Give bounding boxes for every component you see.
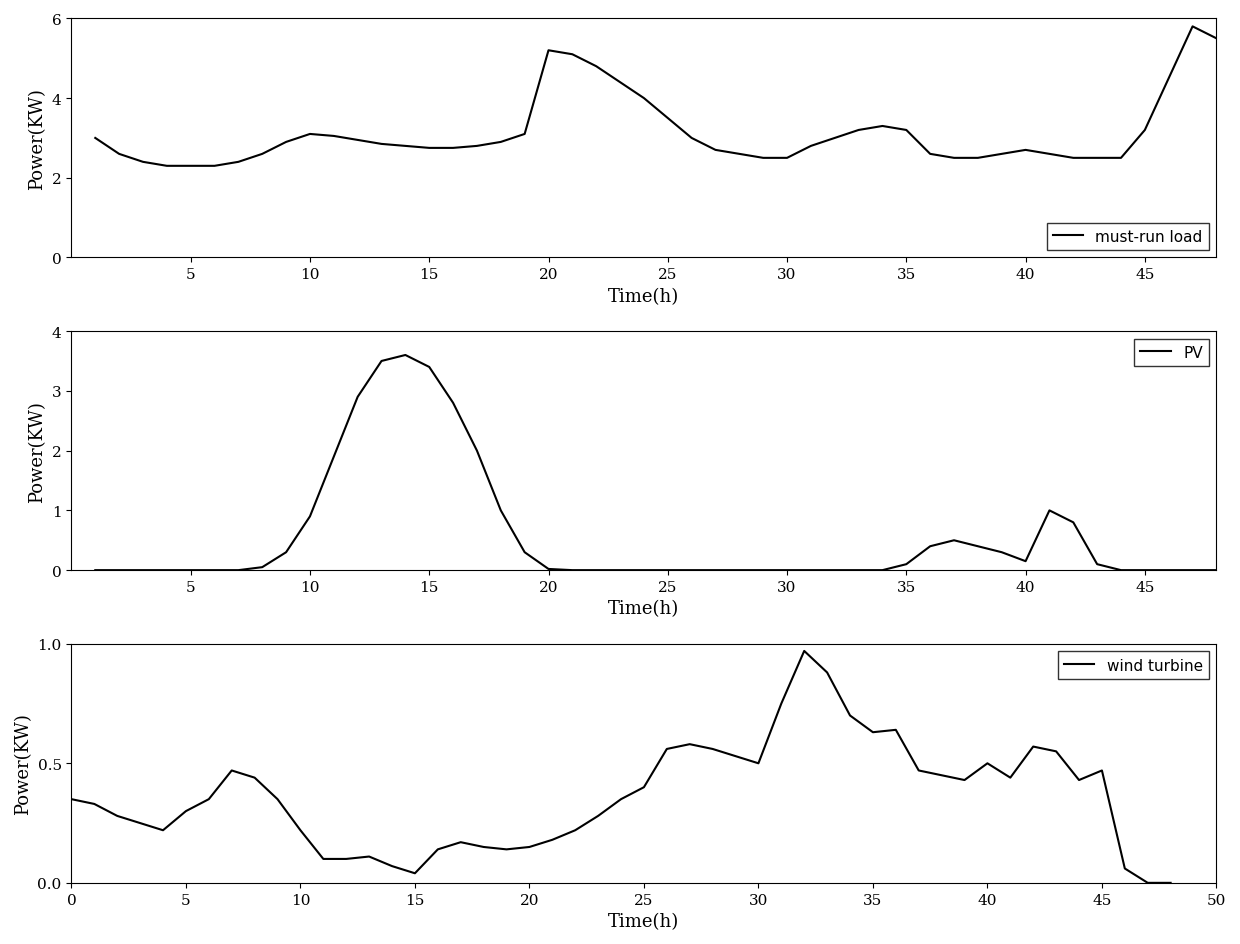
Y-axis label: Power(KW): Power(KW) bbox=[29, 88, 46, 190]
Y-axis label: Power(KW): Power(KW) bbox=[29, 400, 46, 502]
Legend: PV: PV bbox=[1135, 339, 1209, 366]
Legend: wind turbine: wind turbine bbox=[1058, 651, 1209, 679]
X-axis label: Time(h): Time(h) bbox=[609, 287, 680, 306]
X-axis label: Time(h): Time(h) bbox=[609, 912, 680, 930]
X-axis label: Time(h): Time(h) bbox=[609, 599, 680, 617]
Legend: must-run load: must-run load bbox=[1047, 224, 1209, 250]
Y-axis label: Power(KW): Power(KW) bbox=[14, 713, 32, 815]
